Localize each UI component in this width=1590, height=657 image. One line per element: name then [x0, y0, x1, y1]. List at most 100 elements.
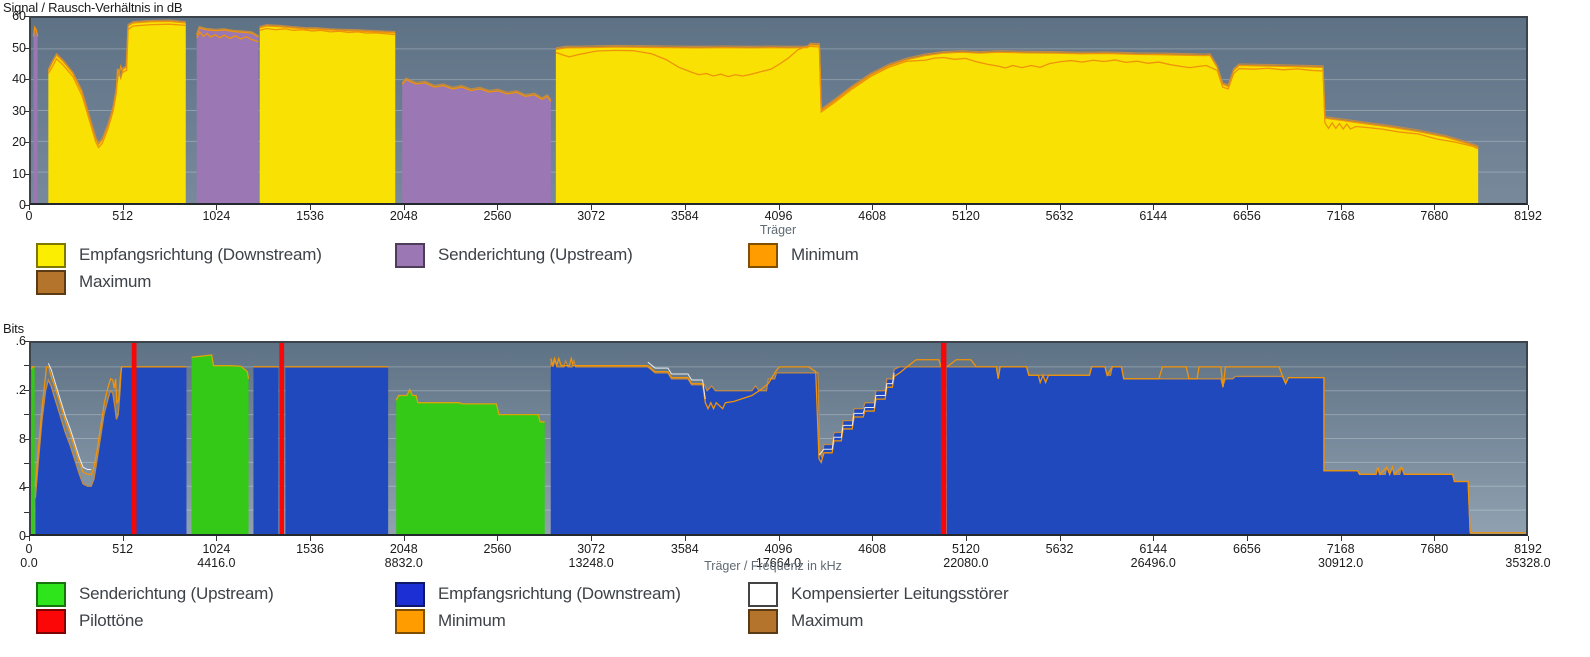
min-line — [260, 28, 396, 34]
x-tick-mark — [1528, 536, 1529, 541]
x-tick-label: 2048 — [389, 209, 418, 223]
y-tick-mark — [24, 110, 29, 112]
area-upstream-d — [402, 79, 551, 203]
max-line — [197, 27, 259, 36]
snr-chart-plot — [29, 16, 1528, 205]
legend-item: Empfangsrichtung (Downstream) — [36, 242, 322, 268]
x-tick-label: 1024 — [202, 542, 231, 556]
min-line — [947, 360, 1470, 533]
pilot-tone-marker — [940, 343, 947, 534]
freq-tick-label: 4416.0 — [197, 556, 236, 570]
y-tick-mark — [24, 79, 29, 80]
x-tick-label: 6656 — [1233, 209, 1261, 223]
x-tick-mark — [122, 205, 124, 210]
legend-item: Kompensierter Leitungsstörer — [748, 581, 1009, 607]
y-tick-label: 8 — [19, 431, 26, 446]
x-tick-label: 2048 — [389, 542, 418, 556]
x-tick-label: 7168 — [1326, 542, 1355, 556]
freq-tick-label: 30912.0 — [1318, 556, 1364, 570]
x-tick-mark — [497, 205, 499, 210]
x-tick-label: 3584 — [670, 542, 699, 556]
compensated-line — [819, 373, 894, 455]
legend-item: Minimum — [748, 242, 859, 268]
x-tick-label: 8192 — [1514, 542, 1542, 556]
x-tick-mark — [1528, 205, 1529, 210]
x-tick-label: 2560 — [483, 542, 512, 556]
freq-tick-label: 22080.0 — [943, 556, 989, 570]
x-tick-label: 2560 — [483, 209, 512, 223]
x-tick-label: 4096 — [764, 542, 793, 556]
x-tick-label: 3072 — [577, 542, 606, 556]
min-line — [35, 367, 186, 486]
legend-label: Minimum — [791, 245, 859, 264]
legend-label: Senderichtung (Upstream) — [79, 584, 274, 603]
x-tick-mark — [965, 205, 967, 210]
area-outline-downstream-c — [260, 26, 396, 33]
y-tick-label: 30 — [12, 103, 26, 118]
x-tick-mark — [216, 205, 218, 210]
compensated-line — [648, 362, 705, 399]
legend-label: Empfangsrichtung (Downstream) — [79, 245, 322, 264]
bits-chart-plot — [29, 341, 1528, 536]
y-tick-label: 4 — [19, 480, 26, 495]
x-tick-label: 4096 — [764, 209, 793, 223]
x-tick-mark — [965, 536, 967, 541]
x-tick-mark — [216, 536, 218, 541]
freq-tick-label: 35328.0 — [1505, 556, 1551, 570]
y-tick-mark — [24, 462, 29, 464]
area-downstream-a — [48, 21, 186, 203]
legend-label: Empfangsrichtung (Downstream) — [438, 584, 681, 603]
area-outline-downstream-f — [551, 360, 941, 457]
x-tick-label: 7680 — [1420, 542, 1449, 556]
legend-label: Pilottöne — [79, 611, 144, 630]
legend-swatch-icon — [395, 242, 425, 268]
legend-swatch-icon — [748, 242, 778, 268]
x-tick-label: 4608 — [858, 209, 887, 223]
x-tick-mark — [1153, 536, 1155, 541]
area-outline-upstream-b — [192, 355, 249, 379]
freq-tick-label: 13248.0 — [568, 556, 614, 570]
x-tick-label: 3584 — [670, 209, 699, 223]
x-tick-mark — [29, 536, 30, 541]
area-downstream-g — [946, 366, 1471, 534]
compensated-line — [48, 363, 91, 469]
legend-item: Maximum — [36, 269, 151, 295]
area-upstream-e — [396, 389, 545, 534]
x-tick-label: 5632 — [1045, 209, 1074, 223]
x-tick-mark — [497, 536, 499, 541]
x-tick-mark — [29, 205, 30, 210]
x-tick-mark — [778, 536, 780, 541]
y-tick-mark — [24, 173, 29, 175]
x-tick-mark — [872, 205, 874, 210]
x-tick-mark — [1340, 205, 1342, 210]
legend-label: Minimum — [438, 611, 506, 630]
x-tick-mark — [778, 205, 780, 210]
area-outline-downstream-a — [35, 367, 186, 498]
x-tick-mark — [310, 205, 312, 210]
x-tick-mark — [1059, 536, 1061, 541]
x-tick-label: 8192 — [1514, 209, 1542, 223]
legend-item: Pilottöne — [36, 608, 144, 634]
max-line — [48, 20, 185, 143]
y-tick-label: 0 — [19, 529, 26, 543]
y-tick-mark — [24, 487, 29, 489]
legend-swatch-icon — [36, 269, 66, 295]
area-downstream-c — [259, 26, 396, 203]
legend-swatch-icon — [36, 242, 66, 268]
y-tick-label: 20 — [12, 135, 26, 149]
y-tick-mark — [24, 536, 29, 537]
legend-item: Senderichtung (Upstream) — [36, 581, 274, 607]
y-tick-label: .6 — [15, 334, 26, 348]
freq-tick-label: 0.0 — [20, 556, 38, 570]
legend-label: Kompensierter Leitungsstörer — [791, 584, 1009, 603]
y-tick-label: 10 — [12, 166, 26, 181]
legend-swatch-icon — [748, 608, 778, 634]
pilot-tone-marker — [131, 343, 137, 534]
x-tick-mark — [403, 536, 405, 541]
x-tick-label: 7680 — [1420, 209, 1449, 223]
legend-item: Maximum — [748, 608, 863, 634]
pilot-tone-marker — [279, 343, 285, 534]
legend-swatch-icon — [36, 581, 66, 607]
y-tick-mark — [24, 414, 29, 416]
